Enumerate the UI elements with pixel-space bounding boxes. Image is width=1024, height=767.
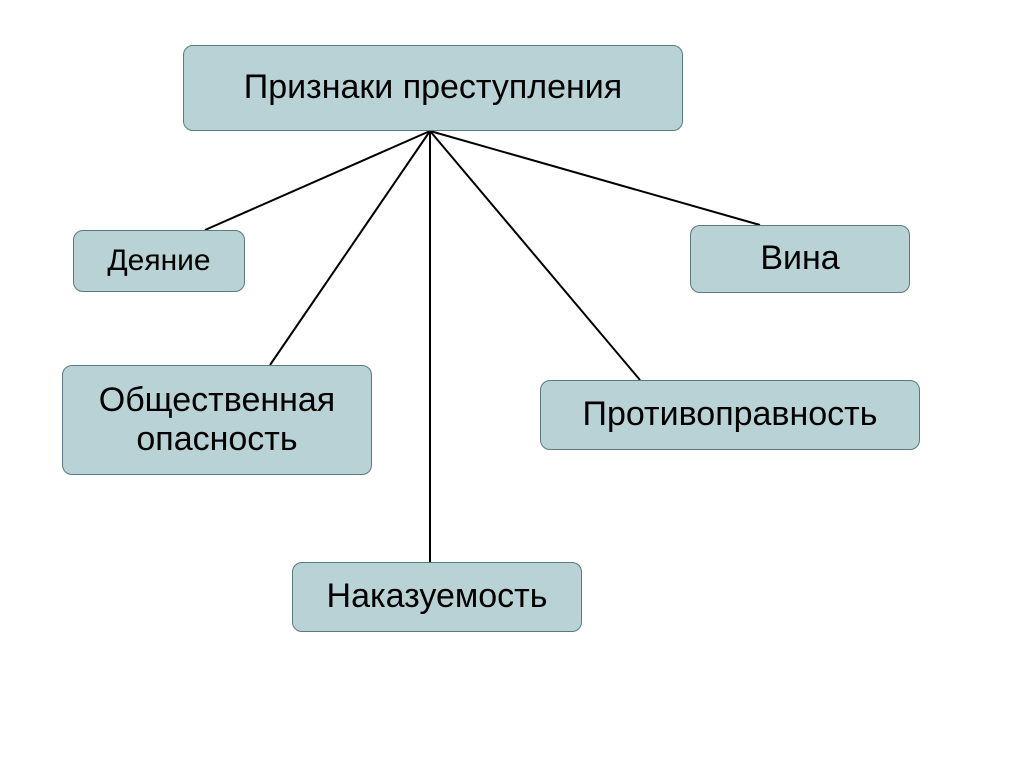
node-n1: Деяние [73, 230, 245, 292]
node-n2: Вина [690, 225, 910, 293]
edge [430, 131, 640, 380]
edge [430, 131, 760, 225]
node-root: Признаки преступления [183, 45, 683, 131]
edge [205, 131, 430, 230]
node-n5-label: Наказуемость [327, 577, 548, 616]
edge [270, 131, 430, 365]
node-n5: Наказуемость [292, 562, 582, 632]
node-n4-label: Противоправность [583, 395, 878, 434]
node-root-label: Признаки преступления [244, 68, 622, 107]
node-n4: Противоправность [540, 380, 920, 450]
node-n3-label: Общественная опасность [99, 381, 335, 459]
node-n2-label: Вина [760, 239, 839, 278]
node-n1-label: Деяние [107, 244, 210, 279]
node-n3: Общественная опасность [62, 365, 372, 475]
